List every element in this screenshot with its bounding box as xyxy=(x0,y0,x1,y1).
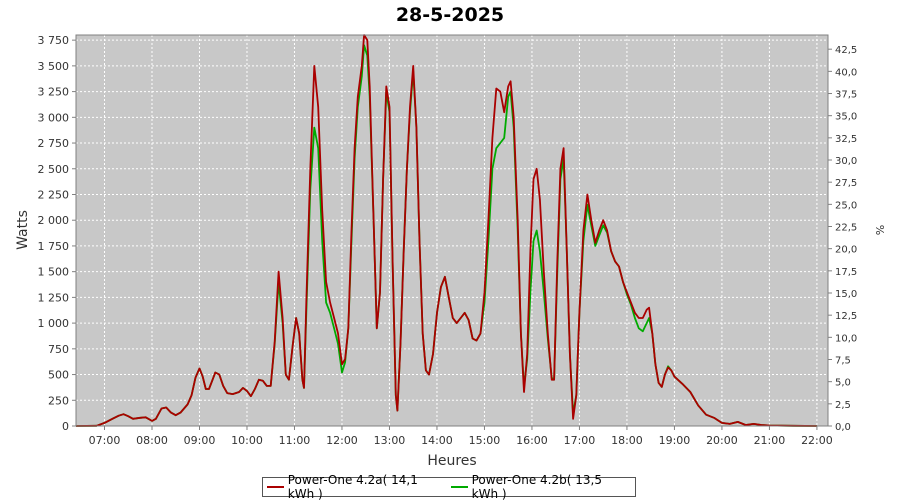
y2-tick-label: 25,0 xyxy=(835,200,857,211)
x-tick-label: 08:00 xyxy=(136,434,168,447)
y-tick-label: 3 500 xyxy=(38,60,70,73)
x-tick-label: 12:00 xyxy=(326,434,358,447)
y2-tick-label: 20,0 xyxy=(835,245,857,256)
y2-tick-label: 27,5 xyxy=(835,178,857,189)
x-tick-label: 15:00 xyxy=(469,434,501,447)
y2-tick-label: 37,5 xyxy=(835,90,857,101)
y-tick-label: 1 250 xyxy=(38,291,70,304)
y2-tick-label: 30,0 xyxy=(835,156,857,167)
x-tick-label: 22:00 xyxy=(801,434,833,447)
legend-item-a: Power-One 4.2a( 14,1 kWh ) xyxy=(267,473,445,501)
y-tick-label: 1 500 xyxy=(38,266,70,279)
x-tick-label: 14:00 xyxy=(421,434,453,447)
y-tick-label: 0 xyxy=(62,420,69,433)
y-tick-label: 2 750 xyxy=(38,137,70,150)
y2-tick-label: 5,0 xyxy=(835,378,851,389)
y-tick-label: 2 250 xyxy=(38,188,70,201)
x-axis: 07:00 08:00 09:00 10:00 11:00 12:00 13:00 14:00… xyxy=(89,426,833,447)
chart-title: 28-5-2025 xyxy=(396,4,504,26)
x-tick-label: 18:00 xyxy=(611,434,643,447)
y2-tick-label: 17,5 xyxy=(835,267,857,278)
x-tick-label: 11:00 xyxy=(279,434,311,447)
legend-label-a: Power-One 4.2a( 14,1 kWh ) xyxy=(287,473,418,501)
plot-border xyxy=(75,34,829,427)
y2-tick-label: 40,0 xyxy=(835,67,857,78)
y2-tick-label: 15,0 xyxy=(835,289,857,300)
x-tick-label: 10:00 xyxy=(231,434,263,447)
y2-tick-label: 22,5 xyxy=(835,223,857,234)
y-tick-label: 2 000 xyxy=(38,214,70,227)
y-tick-label: 500 xyxy=(48,369,69,382)
x-tick-label: 21:00 xyxy=(754,434,786,447)
x-tick-label: 17:00 xyxy=(564,434,596,447)
x-tick-label: 19:00 xyxy=(659,434,691,447)
y-axis-left: 0 250 500 750 1 000 1 250 1 500 1 750 2 000 2 250… xyxy=(38,34,76,433)
y-tick-label: 3 000 xyxy=(38,111,70,124)
y-tick-label: 750 xyxy=(48,343,69,356)
x-tick-label: 16:00 xyxy=(516,434,548,447)
y-tick-label: 1 000 xyxy=(38,317,70,330)
y2-tick-label: 35,0 xyxy=(835,112,857,123)
legend-swatch-a xyxy=(267,486,284,488)
y2-tick-label: 7,5 xyxy=(835,356,851,367)
y2-tick-label: 12,5 xyxy=(835,311,857,322)
y-tick-label: 1 750 xyxy=(38,240,70,253)
series-line-a xyxy=(75,34,817,427)
y2-tick-label: 10,0 xyxy=(835,333,857,344)
y2-tick-label: 42,5 xyxy=(835,45,857,56)
legend-label-b: Power-One 4.2b( 13,5 kWh ) xyxy=(471,473,602,501)
y-tick-label: 3 750 xyxy=(38,34,70,47)
legend-item-b: Power-One 4.2b( 13,5 kWh ) xyxy=(450,473,629,501)
plot-area xyxy=(76,35,828,426)
y2-tick-label: 32,5 xyxy=(835,134,857,145)
x-tick-label: 13:00 xyxy=(374,434,406,447)
series-lines xyxy=(75,34,817,427)
y-tick-label: 250 xyxy=(48,394,69,407)
y2-axis-label: % xyxy=(874,225,887,235)
y-axis-label: Watts xyxy=(15,210,31,250)
legend: Power-One 4.2a( 14,1 kWh ) Power-One 4.2… xyxy=(262,473,636,501)
y-axis-right: 0,0 2,5 5,0 7,5 10,0 12,5 15,0 17,5 20,0 22,5 25,0… xyxy=(828,45,857,433)
x-axis-label: Heures xyxy=(427,453,476,469)
y-tick-label: 2 500 xyxy=(38,163,70,176)
x-tick-label: 20:00 xyxy=(706,434,738,447)
legend-swatch-b xyxy=(450,486,468,488)
y-tick-label: 3 250 xyxy=(38,86,70,99)
x-tick-label: 07:00 xyxy=(89,434,121,447)
y2-tick-label: 2,5 xyxy=(835,400,851,411)
y2-tick-label: 0,0 xyxy=(835,422,851,433)
x-tick-label: 09:00 xyxy=(184,434,216,447)
